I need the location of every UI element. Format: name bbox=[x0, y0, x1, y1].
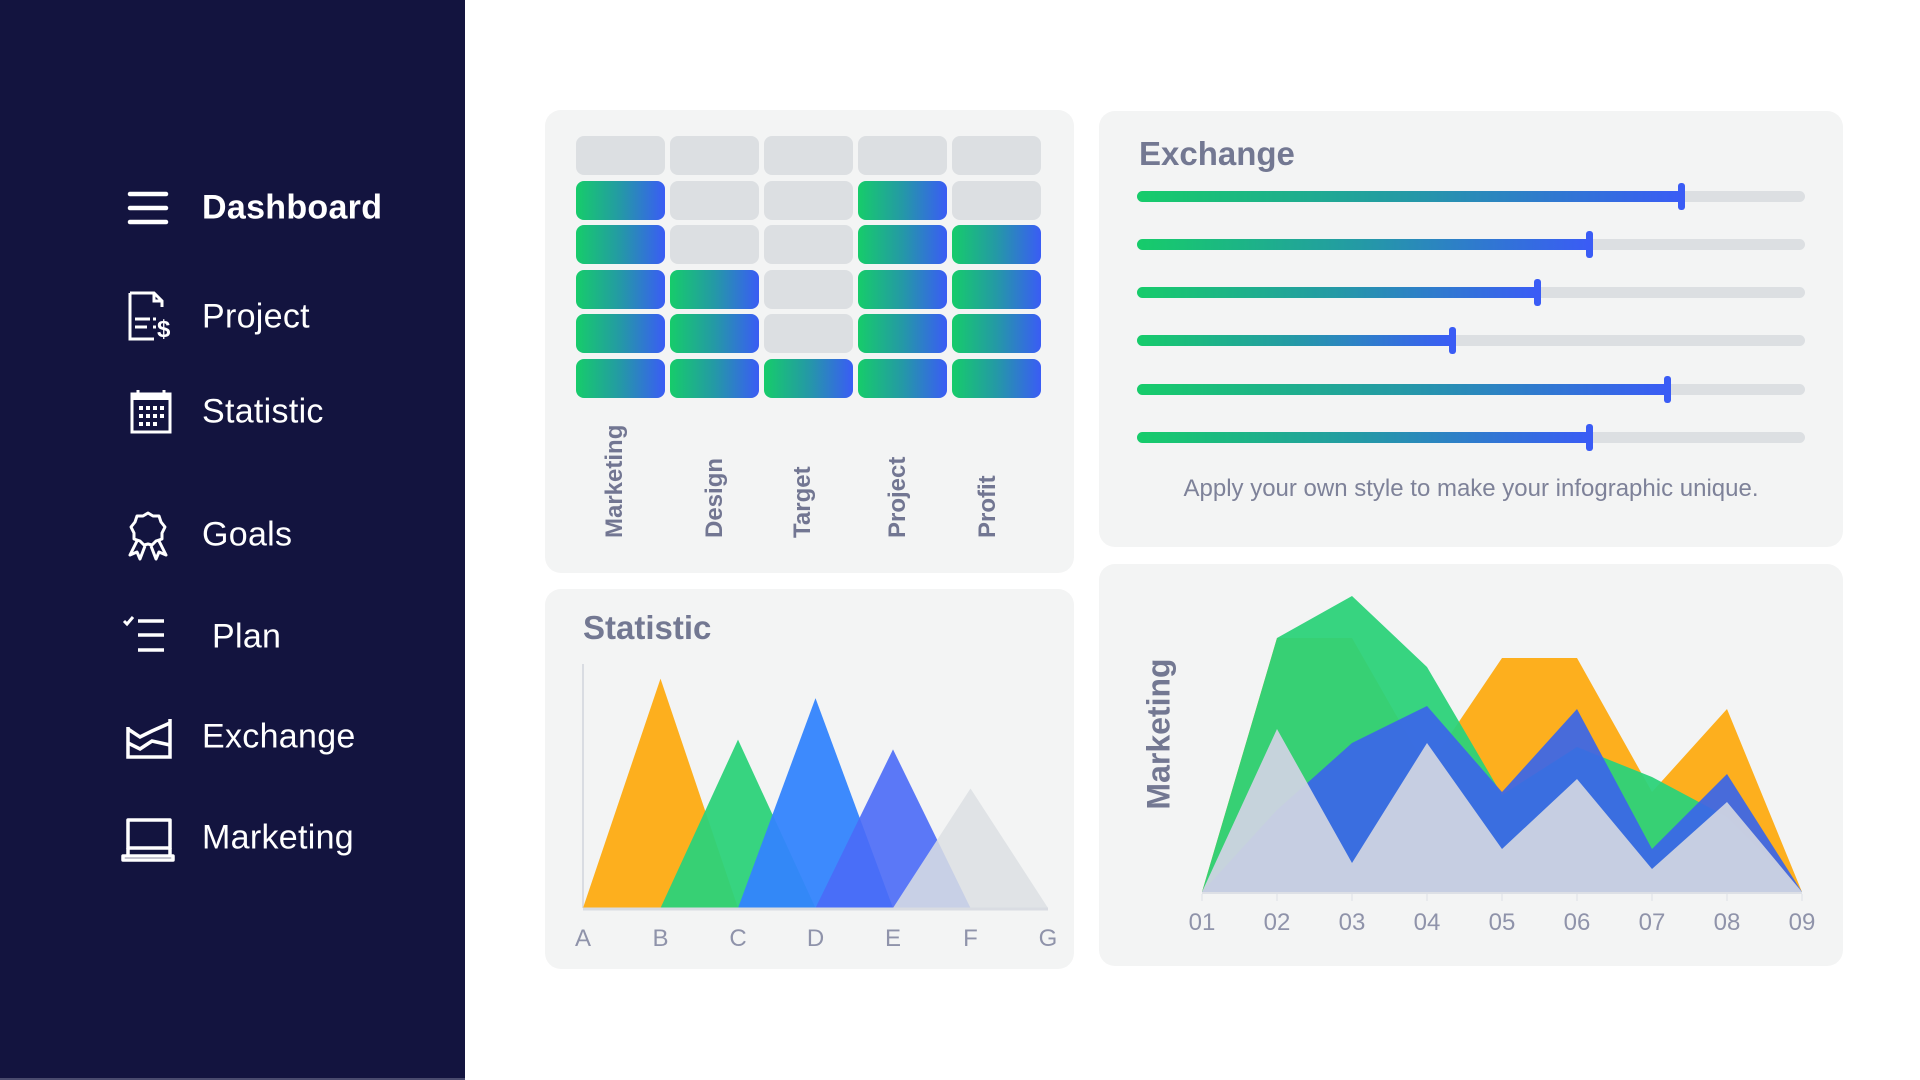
exchange-title: Exchange bbox=[1139, 135, 1295, 172]
exchange-slider[interactable] bbox=[1137, 183, 1805, 210]
heatmap-cell bbox=[858, 358, 947, 398]
heatmap-cell bbox=[764, 225, 853, 264]
heatmap-cell bbox=[670, 269, 759, 309]
slider-thumb[interactable] bbox=[1586, 424, 1594, 451]
heatmap-cell bbox=[670, 136, 759, 175]
heatmap-cell bbox=[670, 225, 759, 264]
exchange-slider[interactable] bbox=[1137, 279, 1805, 306]
x-tick-label: 05 bbox=[1488, 909, 1516, 936]
x-tick-label: 02 bbox=[1263, 909, 1291, 936]
exchange-caption: Apply your own style to make your infogr… bbox=[1183, 475, 1759, 502]
sidebar-item-statistic[interactable]: Statistic bbox=[120, 382, 440, 442]
heatmap-cell bbox=[670, 314, 759, 353]
sidebar-item-dashboard[interactable]: Dashboard bbox=[120, 178, 440, 238]
x-tick-label: 08 bbox=[1713, 909, 1741, 936]
heatmap-cell bbox=[858, 225, 947, 264]
x-tick-label: 06 bbox=[1563, 909, 1591, 936]
heatmap-cell bbox=[576, 358, 665, 398]
svg-text:$: $ bbox=[157, 316, 171, 343]
slider-thumb[interactable] bbox=[1534, 279, 1542, 306]
slider-fill bbox=[1137, 335, 1453, 346]
heatmap-cell bbox=[952, 180, 1041, 220]
heatmap-cell bbox=[952, 358, 1041, 398]
area-blue bbox=[1202, 706, 1802, 892]
x-tick-label: F bbox=[963, 925, 978, 952]
heatmap-cell bbox=[858, 314, 947, 353]
area-gray bbox=[1202, 729, 1802, 892]
x-tick-label: 07 bbox=[1638, 909, 1666, 936]
x-tick-label: D bbox=[806, 925, 825, 952]
slider-fill bbox=[1137, 432, 1590, 443]
heatmap-panel: Marketing Design Target Project Profit bbox=[545, 110, 1074, 573]
award-badge-icon bbox=[120, 507, 176, 563]
menu-icon bbox=[120, 180, 176, 236]
sidebar-item-label: Dashboard bbox=[202, 188, 383, 227]
divider bbox=[0, 1078, 465, 1080]
slider-fill bbox=[1137, 384, 1667, 395]
heatmap-cell bbox=[764, 314, 853, 353]
exchange-slider[interactable] bbox=[1137, 327, 1805, 354]
heatmap-cell bbox=[952, 269, 1041, 309]
heatmap-cell bbox=[576, 136, 665, 175]
slider-fill bbox=[1137, 191, 1681, 202]
slider-thumb[interactable] bbox=[1663, 376, 1671, 403]
x-tick-label: A bbox=[574, 925, 592, 952]
x-tick-label: G bbox=[1038, 925, 1058, 952]
heatmap-cell bbox=[670, 358, 759, 398]
heatmap-cell bbox=[952, 136, 1041, 175]
exchange-slider[interactable] bbox=[1137, 376, 1805, 403]
heatmap-cell bbox=[952, 225, 1041, 264]
calendar-icon bbox=[120, 384, 176, 440]
exchange-slider[interactable] bbox=[1137, 231, 1805, 258]
invoice-icon: $ bbox=[120, 289, 176, 345]
heatmap-cell bbox=[764, 180, 853, 220]
heatmap-cell bbox=[576, 180, 665, 220]
sidebar: Dashboard $ Project Statistic Goals Plan… bbox=[0, 0, 465, 1080]
x-tick-label: 01 bbox=[1188, 909, 1216, 936]
slider-fill bbox=[1137, 239, 1590, 250]
slider-thumb[interactable] bbox=[1677, 183, 1685, 210]
area-chart-icon bbox=[120, 709, 176, 765]
sidebar-item-label: Exchange bbox=[202, 717, 356, 756]
x-tick-label: 09 bbox=[1788, 909, 1816, 936]
slider-fill bbox=[1137, 287, 1538, 298]
x-tick-label: C bbox=[729, 925, 747, 952]
sidebar-item-plan[interactable]: Plan bbox=[120, 607, 440, 667]
exchange-panel: Exchange Apply your own style to make yo… bbox=[1099, 111, 1843, 547]
heatmap-cell bbox=[670, 180, 759, 220]
sidebar-item-project[interactable]: $ Project bbox=[120, 287, 440, 347]
sidebar-item-label: Plan bbox=[212, 617, 282, 656]
x-tick-label: 03 bbox=[1338, 909, 1366, 936]
x-tick-label: B bbox=[652, 925, 669, 952]
heatmap-cell bbox=[576, 314, 665, 353]
sidebar-item-label: Statistic bbox=[202, 392, 324, 431]
sidebar-item-marketing[interactable]: Marketing bbox=[120, 808, 440, 868]
slider-thumb[interactable] bbox=[1449, 327, 1457, 354]
heatmap-cell bbox=[764, 136, 853, 175]
laptop-icon bbox=[120, 810, 176, 866]
heatmap-cell bbox=[576, 225, 665, 264]
statistic-title: Statistic bbox=[583, 609, 712, 646]
triangle-gray bbox=[893, 788, 1048, 908]
sidebar-item-label: Project bbox=[202, 297, 310, 336]
heatmap-cell bbox=[858, 269, 947, 309]
heatmap-cell bbox=[952, 314, 1041, 353]
sidebar-item-label: Marketing bbox=[202, 818, 354, 857]
marketing-y-label: Marketing bbox=[1140, 658, 1177, 810]
sidebar-item-label: Goals bbox=[202, 515, 293, 554]
heatmap-cell bbox=[858, 180, 947, 220]
heatmap-cell bbox=[764, 358, 853, 398]
sidebar-item-goals[interactable]: Goals bbox=[120, 505, 440, 565]
checklist-icon bbox=[120, 609, 176, 665]
x-tick-label: 04 bbox=[1413, 909, 1441, 936]
heatmap-cell bbox=[858, 136, 947, 175]
heatmap-cell bbox=[764, 269, 853, 309]
slider-thumb[interactable] bbox=[1586, 231, 1594, 258]
sidebar-item-exchange[interactable]: Exchange bbox=[120, 707, 440, 767]
x-tick-label: E bbox=[884, 925, 902, 952]
exchange-slider[interactable] bbox=[1137, 424, 1805, 451]
heatmap-cell bbox=[576, 269, 665, 309]
